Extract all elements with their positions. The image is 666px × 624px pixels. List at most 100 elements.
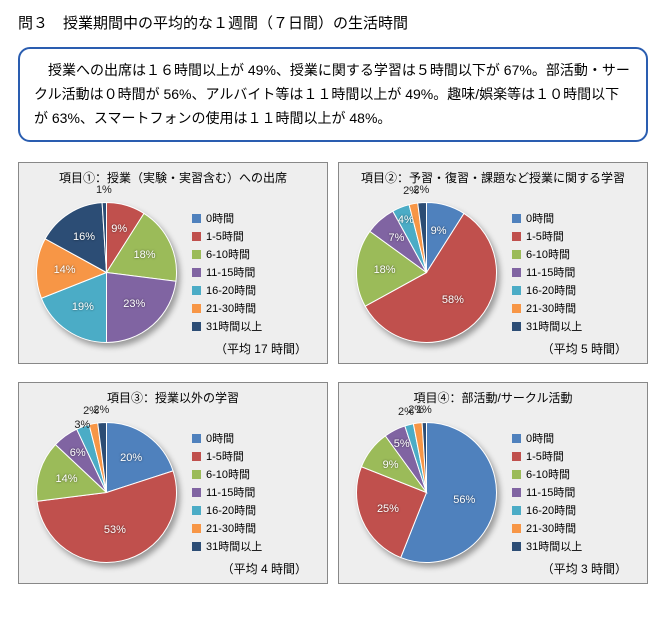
legend-item: 1‐5時間 bbox=[512, 448, 647, 464]
legend-swatch bbox=[512, 304, 521, 313]
legend-swatch bbox=[192, 322, 201, 331]
chart-average: （平均 4 時間） bbox=[222, 560, 307, 577]
legend-swatch bbox=[512, 470, 521, 479]
legend-item: 21‐30時間 bbox=[192, 300, 327, 316]
legend-swatch bbox=[512, 232, 521, 241]
legend-item: 1‐5時間 bbox=[512, 228, 647, 244]
legend-label: 21‐30時間 bbox=[206, 300, 256, 316]
legend-item: 11‐15時間 bbox=[192, 484, 327, 500]
legend-swatch bbox=[512, 250, 521, 259]
legend-item: 6-10時間 bbox=[512, 466, 647, 482]
legend-label: 11‐15時間 bbox=[526, 484, 575, 500]
legend-item: 6-10時間 bbox=[192, 246, 327, 262]
legend-label: 21‐30時間 bbox=[526, 300, 576, 316]
legend-swatch bbox=[192, 434, 201, 443]
chart-card: 項目②：予習・復習・課題など授業に関する学習9%58%18%7%4%2%2%0時… bbox=[338, 162, 648, 364]
summary-box: 授業への出席は１６時間以上が 49%、授業に関する学習は５時間以下が 67%。部… bbox=[18, 47, 648, 142]
legend-label: 6-10時間 bbox=[526, 466, 570, 482]
chart-title: 項目②：予習・復習・課題など授業に関する学習 bbox=[339, 169, 647, 186]
legend-label: 21‐30時間 bbox=[206, 520, 256, 536]
legend-label: 11‐15時間 bbox=[206, 264, 255, 280]
chart-average: （平均 5 時間） bbox=[542, 340, 627, 357]
legend-label: 11‐15時間 bbox=[206, 484, 255, 500]
chart-card: 項目④：部活動/サークル活動 56%25%9%5%2%2%1% 0時間 1‐5時間 6-… bbox=[338, 382, 648, 584]
legend-label: 16-20時間 bbox=[526, 502, 576, 518]
legend-label: 1‐5時間 bbox=[206, 448, 244, 464]
legend-swatch bbox=[192, 488, 201, 497]
legend-item: 11‐15時間 bbox=[512, 484, 647, 500]
legend-swatch bbox=[512, 452, 521, 461]
legend-label: 1‐5時間 bbox=[526, 228, 564, 244]
legend-swatch bbox=[512, 506, 521, 515]
legend-item: 31時間以上 bbox=[192, 538, 327, 554]
legend-item: 1‐5時間 bbox=[192, 228, 327, 244]
legend-swatch bbox=[192, 268, 201, 277]
legend-item: 11‐15時間 bbox=[192, 264, 327, 280]
legend-item: 16-20時間 bbox=[512, 282, 647, 298]
legend-label: 0時間 bbox=[526, 210, 554, 226]
legend: 0時間 1‐5時間 6-10時間 11‐15時間 16-20時間 21‐30時間 31時間以… bbox=[512, 208, 647, 336]
legend-label: 6-10時間 bbox=[206, 246, 250, 262]
legend-item: 11‐15時間 bbox=[512, 264, 647, 280]
legend-label: 16-20時間 bbox=[526, 282, 576, 298]
legend-swatch bbox=[512, 524, 521, 533]
legend-item: 21‐30時間 bbox=[512, 520, 647, 536]
pie-chart: 20%53%14%6%3%2%2% bbox=[29, 415, 184, 570]
chart-average: （平均 17 時間） bbox=[215, 340, 307, 357]
legend-swatch bbox=[512, 488, 521, 497]
legend-label: 31時間以上 bbox=[206, 318, 262, 334]
legend-item: 6-10時間 bbox=[192, 466, 327, 482]
pie-chart: 9%18%23%19%14%16%1% bbox=[29, 195, 184, 350]
legend-swatch bbox=[512, 268, 521, 277]
legend-label: 1‐5時間 bbox=[526, 448, 564, 464]
chart-title: 項目④：部活動/サークル活動 bbox=[339, 389, 647, 406]
legend-item: 31時間以上 bbox=[512, 318, 647, 334]
legend-label: 31時間以上 bbox=[206, 538, 262, 554]
chart-card: 項目①：授業（実験・実習含む）への出席9%18%23%19%14%16%1%0時… bbox=[18, 162, 328, 364]
legend-item: 31時間以上 bbox=[192, 318, 327, 334]
legend-item: 0時間 bbox=[192, 430, 327, 446]
legend: 0時間 1‐5時間 6-10時間 11‐15時間 16-20時間 21‐30時間 31時間以… bbox=[512, 428, 647, 556]
legend-label: 31時間以上 bbox=[526, 538, 582, 554]
legend-item: 16-20時間 bbox=[192, 282, 327, 298]
legend-label: 1‐5時間 bbox=[206, 228, 244, 244]
legend-item: 16-20時間 bbox=[512, 502, 647, 518]
legend-item: 6-10時間 bbox=[512, 246, 647, 262]
legend-item: 0時間 bbox=[512, 210, 647, 226]
legend-swatch bbox=[192, 286, 201, 295]
legend-item: 31時間以上 bbox=[512, 538, 647, 554]
legend-swatch bbox=[512, 542, 521, 551]
legend-item: 0時間 bbox=[512, 430, 647, 446]
legend-swatch bbox=[192, 232, 201, 241]
legend-swatch bbox=[192, 542, 201, 551]
chart-average: （平均 3 時間） bbox=[542, 560, 627, 577]
pie-slice bbox=[107, 272, 176, 342]
legend-swatch bbox=[192, 214, 201, 223]
legend-swatch bbox=[192, 250, 201, 259]
chart-title: 項目①：授業（実験・実習含む）への出席 bbox=[19, 169, 327, 186]
legend-swatch bbox=[192, 524, 201, 533]
legend-swatch bbox=[512, 434, 521, 443]
legend-item: 21‐30時間 bbox=[512, 300, 647, 316]
legend: 0時間 1‐5時間 6-10時間 11‐15時間 16-20時間 21‐30時間 31時間以… bbox=[192, 428, 327, 556]
question-title: 問３ 授業期間中の平均的な１週間（７日間）の生活時間 bbox=[18, 12, 648, 33]
legend-label: 0時間 bbox=[206, 430, 234, 446]
legend-item: 16-20時間 bbox=[192, 502, 327, 518]
legend: 0時間 1‐5時間 6-10時間 11‐15時間 16-20時間 21‐30時間 31時間以… bbox=[192, 208, 327, 336]
legend-label: 0時間 bbox=[526, 430, 554, 446]
chart-card: 項目③：授業以外の学習20%53%14%6%3%2%2%0時間1‐5時間6-10… bbox=[18, 382, 328, 584]
legend-swatch bbox=[192, 506, 201, 515]
legend-swatch bbox=[192, 470, 201, 479]
legend-label: 0時間 bbox=[206, 210, 234, 226]
legend-item: 1‐5時間 bbox=[192, 448, 327, 464]
legend-label: 11‐15時間 bbox=[526, 264, 575, 280]
legend-label: 6-10時間 bbox=[206, 466, 250, 482]
legend-swatch bbox=[192, 304, 201, 313]
legend-label: 16-20時間 bbox=[206, 282, 256, 298]
pie-chart: 56%25%9%5%2%2%1% bbox=[349, 415, 504, 570]
legend-swatch bbox=[512, 322, 521, 331]
pie-chart: 9%58%18%7%4%2%2% bbox=[349, 195, 504, 350]
legend-item: 0時間 bbox=[192, 210, 327, 226]
legend-swatch bbox=[512, 214, 521, 223]
legend-label: 16-20時間 bbox=[206, 502, 256, 518]
